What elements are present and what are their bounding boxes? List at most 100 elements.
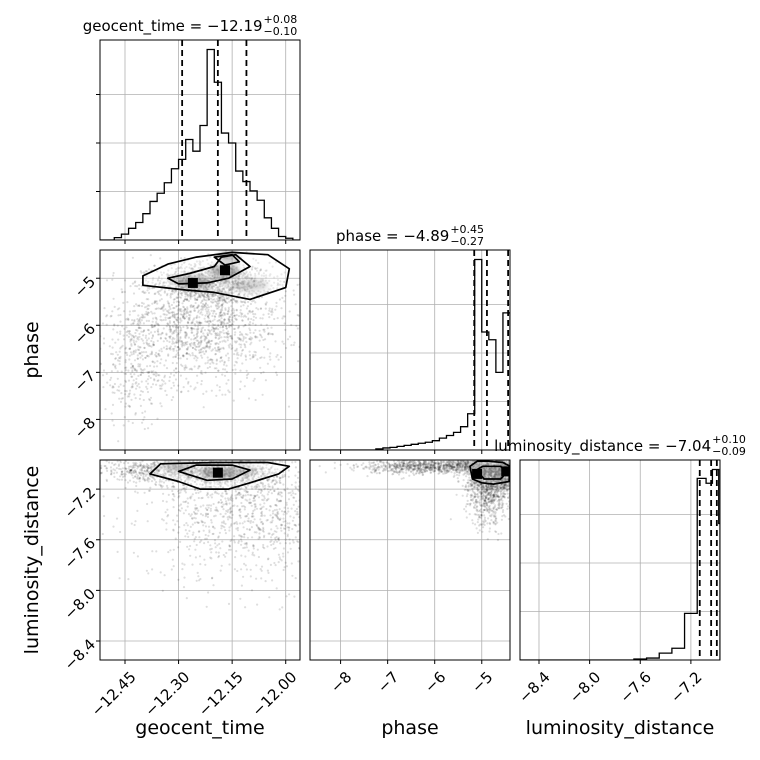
scatter-point-1-0-1768 xyxy=(219,308,222,311)
scatter-point-1-0-2648 xyxy=(142,334,145,337)
scatter-point-2-0-1696 xyxy=(191,517,194,520)
scatter-point-2-0-331 xyxy=(153,461,156,464)
scatter-point-1-0-1919 xyxy=(252,379,255,382)
scatter-point-1-0-1217 xyxy=(283,280,286,283)
scatter-point-1-0-2655 xyxy=(174,341,177,344)
scatter-point-2-0-447 xyxy=(214,490,217,493)
scatter-point-1-0-178 xyxy=(168,325,172,328)
scatter-point-1-0-2628 xyxy=(134,349,137,352)
scatter-point-1-0-1441 xyxy=(176,313,179,316)
scatter-point-1-0-1498 xyxy=(166,339,169,342)
scatter-point-2-0-1204 xyxy=(268,596,271,599)
scatter-point-1-0-2114 xyxy=(147,280,150,283)
scatter-point-1-0-1125 xyxy=(162,305,165,309)
scatter-point-1-0-1244 xyxy=(225,325,228,328)
scatter-point-2-0-1460 xyxy=(221,540,224,543)
scatter-point-1-0-1828 xyxy=(242,293,246,296)
scatter-point-1-0-1322 xyxy=(238,343,241,346)
scatter-point-2-0-1027 xyxy=(224,512,227,515)
scatter-point-2-0-1680 xyxy=(172,565,175,568)
scatter-point-1-0-1656 xyxy=(156,278,159,281)
scatter-point-1-0-1522 xyxy=(168,340,171,343)
scatter-point-1-0-903 xyxy=(177,292,180,296)
scatter-point-2-0-1538 xyxy=(228,526,231,529)
scatter-point-1-0-2609 xyxy=(156,360,159,363)
scatter-point-1-0-1642 xyxy=(196,374,199,377)
scatter-point-1-0-1932 xyxy=(183,344,186,347)
scatter-point-1-0-510 xyxy=(208,284,211,287)
scatter-point-1-0-307 xyxy=(208,272,212,275)
scatter-point-2-0-1650 xyxy=(236,493,239,496)
scatter-point-1-0-2620 xyxy=(182,386,185,389)
scatter-point-1-0-1853 xyxy=(239,339,242,342)
scatter-point-1-0-1130 xyxy=(137,314,140,317)
scatter-point-1-0-1419 xyxy=(248,338,251,341)
scatter-point-2-0-411 xyxy=(252,474,256,477)
scatter-point-2-0-1258 xyxy=(297,505,300,508)
scatter-point-1-0-749 xyxy=(243,300,246,303)
scatter-point-2-0-1289 xyxy=(202,504,205,507)
scatter-point-2-0-1530 xyxy=(280,523,283,526)
scatter-point-1-0-2065 xyxy=(236,301,239,304)
scatter-point-1-0-573 xyxy=(243,294,246,297)
scatter-point-1-0-509 xyxy=(213,310,216,313)
scatter-point-1-0-1257 xyxy=(227,389,230,392)
scatter-point-1-0-1948 xyxy=(187,321,190,325)
scatter-point-1-0-2150 xyxy=(244,323,247,327)
scatter-point-1-0-566 xyxy=(251,300,254,303)
scatter-point-1-0-2769 xyxy=(157,374,160,377)
scatter-point-2-0-1010 xyxy=(264,487,267,490)
scatter-point-1-0-2341 xyxy=(215,327,218,330)
scatter-point-1-0-670 xyxy=(157,290,160,293)
scatter-point-2-0-1222 xyxy=(239,538,243,541)
scatter-point-1-0-342 xyxy=(175,296,178,299)
scatter-point-1-0-2170 xyxy=(176,297,179,300)
scatter-point-1-0-2302 xyxy=(151,312,154,315)
scatter-point-1-0-2570 xyxy=(104,408,107,411)
scatter-point-1-0-1952 xyxy=(207,315,210,318)
scatter-point-1-0-2190 xyxy=(160,319,163,322)
scatter-point-1-0-2350 xyxy=(188,310,191,313)
scatter-point-1-0-1781 xyxy=(132,334,135,337)
scatter-point-2-0-1583 xyxy=(239,510,242,513)
scatter-point-1-0-2039 xyxy=(249,336,252,339)
scatter-point-1-0-2419 xyxy=(189,354,192,357)
scatter-point-1-0-2189 xyxy=(219,313,222,316)
scatter-point-1-0-2005 xyxy=(142,330,145,333)
scatter-point-1-0-815 xyxy=(198,274,201,277)
scatter-point-1-0-712 xyxy=(244,276,247,280)
scatter-point-2-0-915 xyxy=(258,485,261,488)
scatter-point-1-0-1164 xyxy=(215,362,218,365)
scatter-point-2-0-1340 xyxy=(269,540,272,544)
scatter-point-2-0-945 xyxy=(187,535,190,539)
scatter-point-1-0-932 xyxy=(208,274,211,278)
scatter-point-2-0-1185 xyxy=(188,529,191,533)
scatter-point-1-0-1514 xyxy=(193,341,196,344)
scatter-point-1-0-1349 xyxy=(114,357,117,360)
scatter-point-1-0-2659 xyxy=(187,390,190,393)
scatter-point-2-0-684 xyxy=(278,481,281,484)
scatter-point-1-0-1219 xyxy=(206,332,209,335)
scatter-point-1-0-1356 xyxy=(208,332,211,335)
scatter-point-1-0-1521 xyxy=(136,285,139,288)
scatter-point-2-0-1933 xyxy=(100,471,104,474)
scatter-point-1-0-1542 xyxy=(230,324,233,327)
scatter-point-2-0-1120 xyxy=(165,500,168,503)
scatter-point-1-0-1868 xyxy=(130,344,133,347)
scatter-point-1-0-2057 xyxy=(176,332,179,335)
scatter-point-2-0-1531 xyxy=(222,515,225,518)
scatter-point-1-0-880 xyxy=(158,282,161,285)
scatter-point-1-0-151 xyxy=(201,293,204,296)
scatter-point-1-0-2369 xyxy=(190,338,193,341)
scatter-point-1-0-2523 xyxy=(241,362,244,365)
scatter-point-1-0-2680 xyxy=(109,378,112,381)
scatter-point-1-0-1274 xyxy=(205,349,208,352)
scatter-point-1-0-2583 xyxy=(119,347,122,350)
scatter-point-1-0-2390 xyxy=(175,326,178,329)
scatter-point-1-0-1998 xyxy=(119,355,122,358)
scatter-point-1-0-2194 xyxy=(205,310,208,313)
scatter-point-1-0-1448 xyxy=(177,341,180,344)
scatter-point-1-0-1888 xyxy=(221,326,224,329)
scatter-point-1-0-2731 xyxy=(124,361,127,364)
scatter-point-1-0-246 xyxy=(224,279,227,282)
